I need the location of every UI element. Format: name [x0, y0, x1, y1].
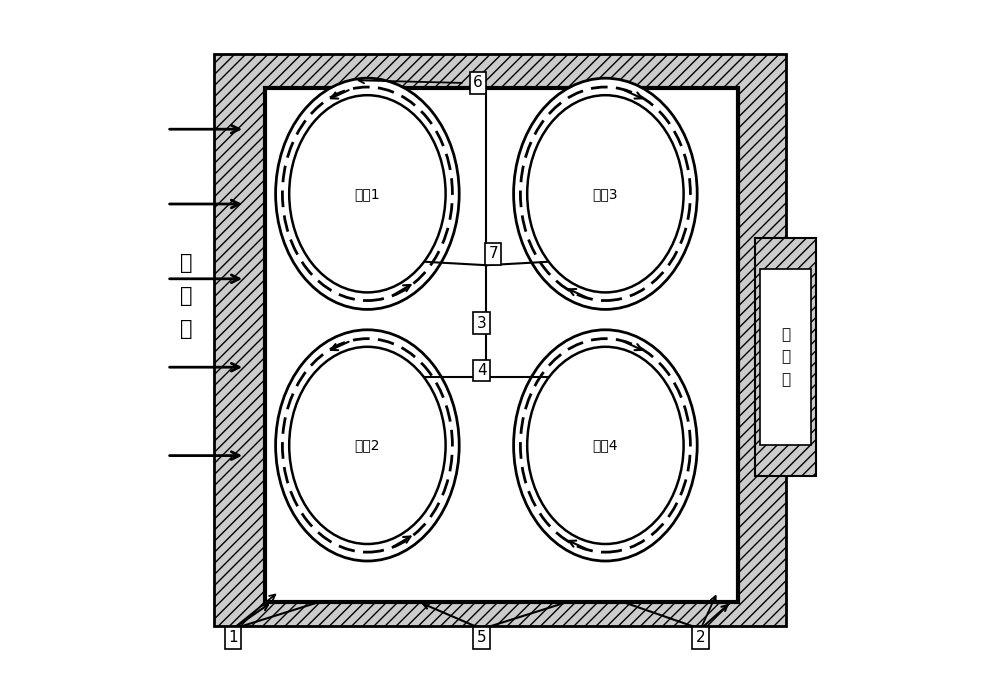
Bar — [755, 238, 816, 476]
Ellipse shape — [527, 95, 684, 292]
Text: 太
阳
光: 太 阳 光 — [180, 253, 192, 339]
Text: 背
阳
面: 背 阳 面 — [782, 327, 791, 387]
Text: 气瓶2: 气瓶2 — [355, 439, 380, 452]
Ellipse shape — [289, 95, 446, 292]
Ellipse shape — [514, 78, 697, 309]
Ellipse shape — [527, 347, 684, 544]
Text: 2: 2 — [696, 630, 705, 645]
Text: 4: 4 — [477, 363, 486, 378]
Text: 气瓶1: 气瓶1 — [355, 187, 380, 201]
Ellipse shape — [514, 330, 697, 561]
Text: 1: 1 — [228, 630, 238, 645]
Bar — [265, 88, 738, 602]
Bar — [760, 269, 811, 445]
Text: 气瓶3: 气瓶3 — [593, 187, 618, 201]
Text: 3: 3 — [477, 316, 487, 330]
Text: 6: 6 — [473, 75, 483, 90]
Text: 7: 7 — [488, 246, 498, 261]
Bar — [214, 54, 786, 626]
Ellipse shape — [276, 330, 459, 561]
Ellipse shape — [289, 347, 446, 544]
Text: 5: 5 — [477, 630, 486, 645]
Text: 气瓶4: 气瓶4 — [593, 439, 618, 452]
Ellipse shape — [276, 78, 459, 309]
